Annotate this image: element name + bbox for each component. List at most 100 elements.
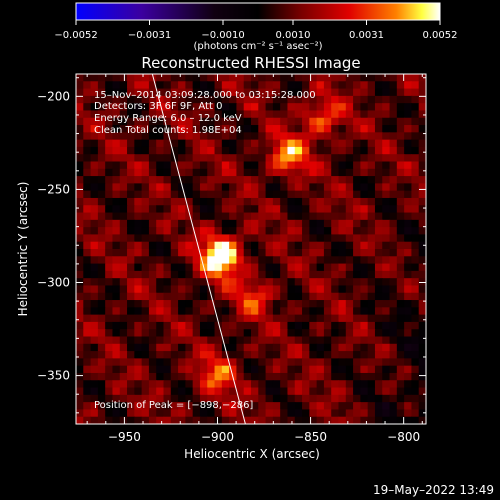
heatmap-cell	[119, 161, 128, 170]
heatmap-cell	[294, 117, 303, 126]
heatmap-cell	[83, 351, 92, 359]
heatmap-cell	[185, 256, 194, 265]
heatmap-cell	[178, 278, 186, 287]
heatmap-cell	[148, 402, 157, 411]
heatmap-cell	[83, 263, 92, 272]
heatmap-cell	[105, 146, 114, 155]
heatmap-cell	[389, 146, 398, 155]
heatmap-cell	[389, 292, 398, 301]
heatmap-cell	[112, 103, 121, 112]
heatmap-cell	[199, 146, 208, 155]
heatmap-cell	[258, 176, 267, 184]
heatmap-cell	[76, 190, 84, 199]
heatmap-cell	[229, 380, 238, 389]
heatmap-cell	[389, 168, 398, 177]
heatmap-cell	[411, 351, 420, 359]
heatmap-cell	[141, 402, 150, 411]
heatmap-cell	[280, 154, 289, 163]
heatmap-cell	[309, 205, 318, 214]
heatmap-cell	[229, 300, 238, 308]
heatmap-cell	[163, 285, 172, 294]
heatmap-cell	[323, 176, 332, 184]
heatmap-cell	[214, 351, 223, 359]
heatmap-cell	[163, 176, 172, 184]
heatmap-cell	[185, 292, 194, 301]
heatmap-cell	[418, 212, 426, 221]
heatmap-cell	[90, 146, 99, 155]
heatmap-cell	[229, 241, 238, 250]
heatmap-cell	[221, 212, 230, 221]
heatmap-cell	[207, 146, 216, 155]
heatmap-cell	[323, 212, 332, 221]
heatmap-cell	[178, 81, 186, 90]
heatmap-cell	[221, 365, 230, 374]
heatmap-cell	[76, 95, 84, 104]
heatmap-cell	[76, 402, 84, 411]
heatmap-cell	[294, 343, 303, 352]
heatmap-cell	[163, 278, 172, 287]
heatmap-cell	[345, 321, 354, 330]
heatmap-cell	[207, 81, 216, 90]
heatmap-cell	[127, 256, 135, 265]
heatmap-cell	[389, 314, 398, 323]
heatmap-cell	[134, 212, 143, 221]
heatmap-cell	[272, 146, 281, 155]
heatmap-cell	[258, 380, 267, 389]
heatmap-cell	[163, 183, 172, 192]
heatmap-cell	[374, 292, 383, 301]
heatmap-cell	[323, 234, 332, 243]
heatmap-cell	[185, 300, 194, 308]
heatmap-cell	[396, 336, 405, 345]
heatmap-cell	[243, 278, 252, 287]
heatmap-cell	[367, 161, 376, 170]
heatmap-cell	[418, 416, 426, 424]
heatmap-cell	[287, 358, 296, 367]
heatmap-cell	[199, 132, 208, 141]
heatmap-cell	[214, 249, 223, 257]
heatmap-cell	[243, 343, 252, 352]
heatmap-cell	[367, 154, 376, 163]
heatmap-cell	[243, 409, 252, 418]
heatmap-cell	[272, 227, 281, 236]
heatmap-cell	[389, 321, 398, 330]
heatmap-cell	[272, 358, 281, 367]
heatmap-cell	[229, 292, 238, 301]
heatmap-cell	[83, 168, 92, 177]
heatmap-cell	[192, 95, 201, 104]
heatmap-cell	[170, 387, 179, 396]
heatmap-cell	[302, 227, 310, 236]
heatmap-cell	[418, 183, 426, 192]
heatmap-cell	[338, 278, 347, 287]
heatmap-cell	[97, 125, 106, 133]
heatmap-cell	[389, 183, 398, 192]
heatmap-cell	[119, 88, 128, 97]
heatmap-cell	[396, 139, 405, 148]
heatmap-cell	[105, 263, 114, 272]
heatmap-cell	[83, 241, 92, 250]
heatmap-cell	[353, 278, 361, 287]
heatmap-cell	[83, 394, 92, 403]
heatmap-cell	[382, 146, 391, 155]
heatmap-cell	[265, 300, 274, 308]
heatmap-cell	[287, 205, 296, 214]
annotation-clean: Clean Total counts: 1.98E+04	[94, 125, 242, 136]
heatmap-cell	[199, 103, 208, 112]
heatmap-cell	[214, 219, 223, 228]
heatmap-cell	[251, 139, 259, 148]
heatmap-cell	[396, 190, 405, 199]
heatmap-cell	[221, 387, 230, 396]
heatmap-cell	[309, 234, 318, 243]
heatmap-cell	[404, 117, 413, 126]
heatmap-cell	[105, 278, 114, 287]
heatmap-cell	[127, 365, 135, 374]
heatmap-cell	[178, 372, 186, 381]
heatmap-cell	[331, 256, 340, 265]
heatmap-cell	[199, 139, 208, 148]
heatmap-cell	[287, 161, 296, 170]
heatmap-cell	[389, 205, 398, 214]
heatmap-cell	[119, 190, 128, 199]
heatmap-cell	[141, 219, 150, 228]
heatmap-cell	[331, 139, 340, 148]
heatmap-cell	[229, 358, 238, 367]
heatmap-cell	[251, 183, 259, 192]
